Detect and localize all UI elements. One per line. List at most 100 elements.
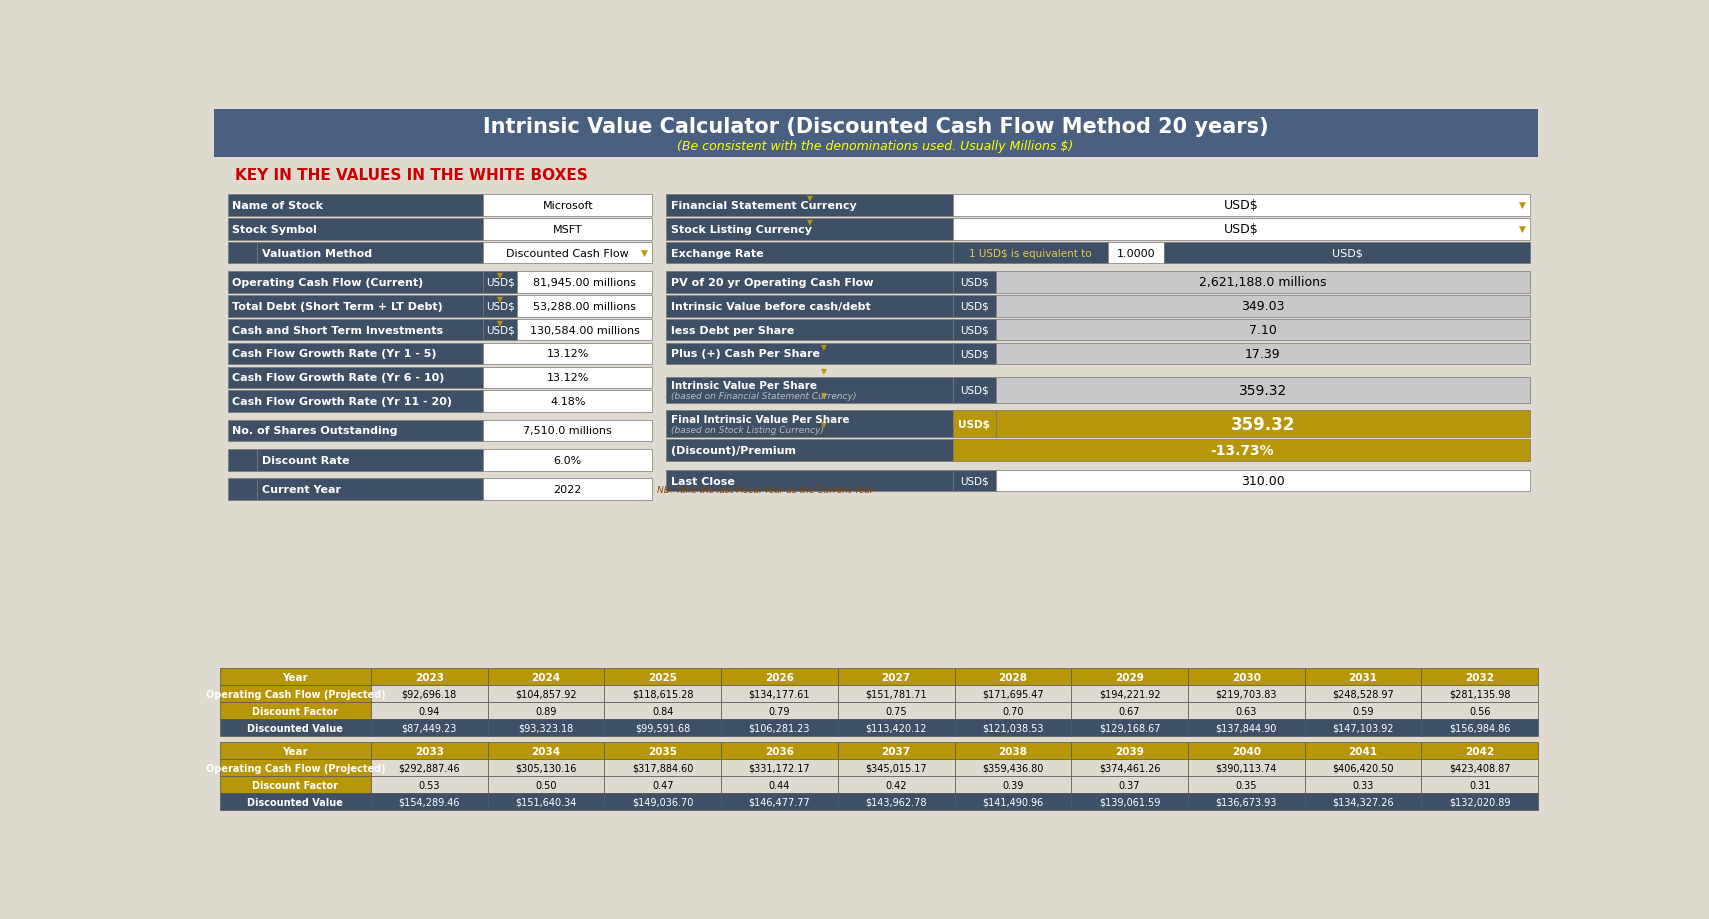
- Bar: [227, 391, 484, 413]
- Text: 0.44: 0.44: [769, 780, 790, 789]
- Text: $121,038.53: $121,038.53: [983, 723, 1044, 733]
- Text: $281,135.98: $281,135.98: [1449, 689, 1511, 699]
- Bar: [996, 377, 1530, 403]
- Bar: [954, 219, 1530, 240]
- Bar: [667, 411, 954, 437]
- Bar: [220, 702, 371, 720]
- Bar: [227, 449, 256, 471]
- Text: 2025: 2025: [648, 672, 677, 682]
- Text: $139,061.59: $139,061.59: [1099, 797, 1160, 807]
- Bar: [227, 195, 484, 216]
- Text: 2029: 2029: [1116, 672, 1143, 682]
- Text: (Discount)/Premium: (Discount)/Premium: [672, 445, 796, 455]
- Bar: [1188, 793, 1304, 811]
- Text: 0.75: 0.75: [885, 706, 907, 716]
- Text: USD$: USD$: [960, 278, 990, 288]
- Text: $118,615.28: $118,615.28: [632, 689, 694, 699]
- Text: Operating Cash Flow (Projected): Operating Cash Flow (Projected): [205, 763, 385, 773]
- Text: $99,591.68: $99,591.68: [636, 723, 690, 733]
- Text: Discounted Value: Discounted Value: [248, 797, 344, 807]
- Text: 2040: 2040: [1232, 746, 1261, 756]
- Text: $305,130.16: $305,130.16: [516, 763, 576, 773]
- Text: 2035: 2035: [648, 746, 677, 756]
- Text: $129,168.67: $129,168.67: [1099, 723, 1160, 733]
- Text: $134,177.61: $134,177.61: [749, 689, 810, 699]
- Text: $149,036.70: $149,036.70: [632, 797, 694, 807]
- Text: No. of Shares Outstanding: No. of Shares Outstanding: [232, 426, 398, 436]
- Bar: [484, 219, 653, 240]
- Text: ▼: ▼: [497, 319, 504, 328]
- Text: $317,884.60: $317,884.60: [632, 763, 694, 773]
- Bar: [1304, 777, 1422, 793]
- Text: 0.67: 0.67: [1119, 706, 1140, 716]
- Bar: [256, 449, 484, 471]
- Bar: [227, 219, 484, 240]
- Text: 0.94: 0.94: [419, 706, 439, 716]
- Bar: [1422, 702, 1538, 720]
- Bar: [371, 777, 487, 793]
- Bar: [955, 777, 1072, 793]
- Bar: [484, 296, 518, 317]
- Text: 13.12%: 13.12%: [547, 373, 590, 383]
- Bar: [837, 686, 955, 702]
- Text: 2042: 2042: [1465, 746, 1494, 756]
- Bar: [1188, 777, 1304, 793]
- Text: 0.56: 0.56: [1470, 706, 1490, 716]
- Bar: [1422, 777, 1538, 793]
- Text: Intrinsic Value Per Share: Intrinsic Value Per Share: [672, 380, 817, 391]
- Bar: [256, 479, 484, 500]
- Text: 310.00: 310.00: [1241, 474, 1285, 487]
- Text: 2023: 2023: [415, 672, 444, 682]
- Text: Cash Flow Growth Rate (Yr 11 - 20): Cash Flow Growth Rate (Yr 11 - 20): [232, 397, 453, 407]
- Text: ▼: ▼: [807, 218, 812, 227]
- Text: $390,113.74: $390,113.74: [1215, 763, 1277, 773]
- Text: 130,584.00 millions: 130,584.00 millions: [530, 325, 639, 335]
- Bar: [667, 272, 954, 293]
- Text: $331,172.17: $331,172.17: [749, 763, 810, 773]
- Bar: [955, 720, 1072, 736]
- Bar: [484, 479, 653, 500]
- Text: $141,490.96: $141,490.96: [983, 797, 1044, 807]
- Text: USD$: USD$: [960, 301, 990, 312]
- Text: $345,015.17: $345,015.17: [865, 763, 926, 773]
- Bar: [518, 296, 653, 317]
- Bar: [954, 272, 996, 293]
- Text: USD$: USD$: [485, 301, 514, 312]
- Bar: [1422, 686, 1538, 702]
- Bar: [667, 296, 954, 317]
- Text: ▼: ▼: [820, 343, 827, 352]
- Text: USD$: USD$: [960, 385, 990, 395]
- Bar: [1188, 743, 1304, 759]
- Text: 53,288.00 millions: 53,288.00 millions: [533, 301, 636, 312]
- Text: 2041: 2041: [1348, 746, 1377, 756]
- Text: $143,962.78: $143,962.78: [865, 797, 926, 807]
- Text: Exchange Rate: Exchange Rate: [672, 248, 764, 258]
- Bar: [996, 471, 1530, 492]
- Text: $171,695.47: $171,695.47: [983, 689, 1044, 699]
- Bar: [220, 686, 371, 702]
- Bar: [518, 320, 653, 341]
- Bar: [837, 669, 955, 686]
- Bar: [1072, 743, 1188, 759]
- Text: 0.84: 0.84: [653, 706, 673, 716]
- Text: 0.63: 0.63: [1236, 706, 1258, 716]
- Text: -13.73%: -13.73%: [1210, 443, 1273, 458]
- Bar: [955, 702, 1072, 720]
- Text: Total Debt (Short Term + LT Debt): Total Debt (Short Term + LT Debt): [232, 301, 443, 312]
- Bar: [1188, 669, 1304, 686]
- Bar: [227, 320, 484, 341]
- Text: 0.53: 0.53: [419, 780, 439, 789]
- Bar: [1304, 720, 1422, 736]
- Bar: [955, 669, 1072, 686]
- Bar: [227, 243, 256, 264]
- Text: Name of Stock: Name of Stock: [232, 200, 323, 210]
- Bar: [721, 793, 837, 811]
- Text: Discounted Value: Discounted Value: [248, 723, 344, 733]
- Bar: [1304, 686, 1422, 702]
- Text: Cash Flow Growth Rate (Yr 1 - 5): Cash Flow Growth Rate (Yr 1 - 5): [232, 349, 438, 359]
- Bar: [837, 720, 955, 736]
- Text: 359.32: 359.32: [1230, 415, 1295, 433]
- Text: 6.0%: 6.0%: [554, 455, 583, 465]
- Text: 7.10: 7.10: [1249, 323, 1277, 336]
- Bar: [955, 759, 1072, 777]
